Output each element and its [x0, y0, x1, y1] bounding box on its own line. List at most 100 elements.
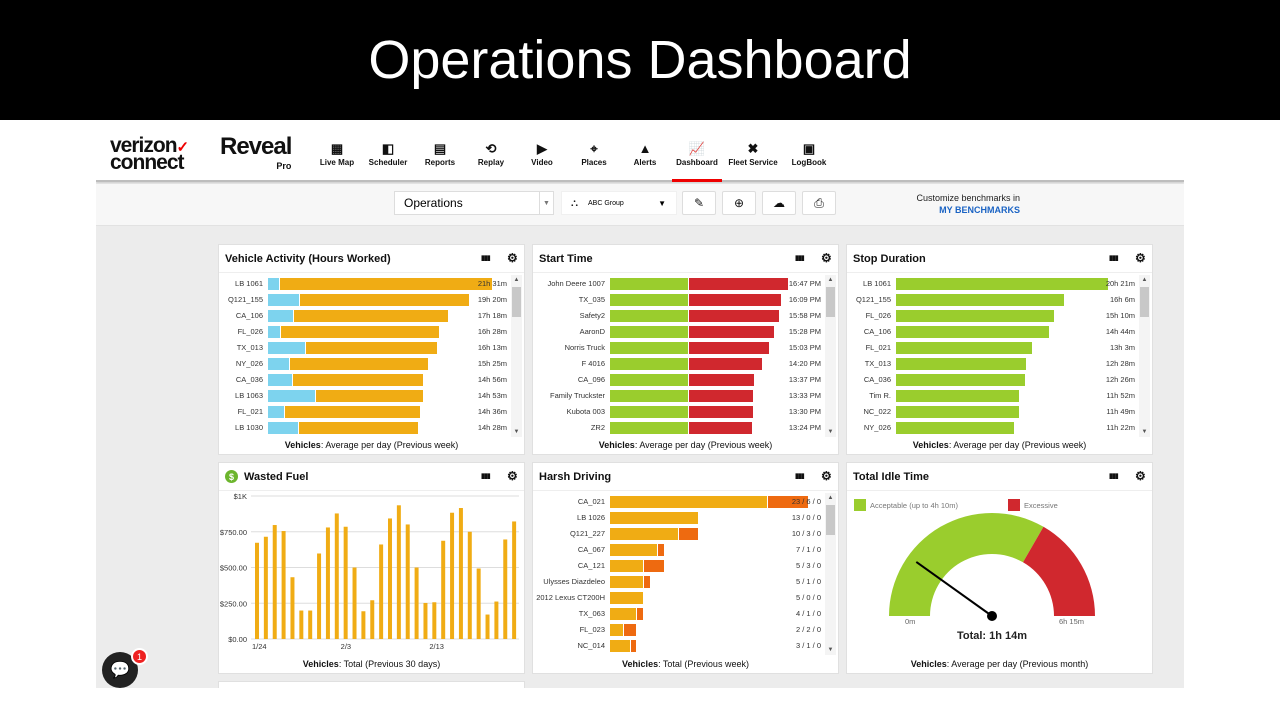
list-item[interactable]: TX_035 16:09 PM: [533, 292, 825, 308]
scroll-down-icon[interactable]: ▼: [513, 429, 520, 435]
list-item[interactable]: CA_106 17h 18m: [219, 308, 511, 324]
scrollbar[interactable]: ▲ ▼: [1139, 275, 1150, 437]
list-item[interactable]: FL_021 14h 36m: [219, 404, 511, 420]
nav-dashboard[interactable]: 📈 Dashboard: [672, 142, 722, 182]
fuel-bar[interactable]: [263, 536, 268, 639]
list-item[interactable]: LB 1026 13 / 0 / 0: [533, 510, 825, 526]
scroll-up-icon[interactable]: ▲: [1141, 277, 1148, 283]
fuel-bar[interactable]: [379, 544, 384, 639]
print-button[interactable]: ⎙: [802, 191, 836, 215]
fuel-bar[interactable]: [334, 513, 339, 639]
fuel-bar[interactable]: [414, 567, 419, 640]
list-item[interactable]: TX_013 16h 13m: [219, 340, 511, 356]
fuel-bar[interactable]: [281, 531, 286, 639]
nav-replay[interactable]: ⟲ Replay: [466, 142, 516, 182]
chart-type-icon[interactable]: ▮▮▮: [481, 473, 491, 480]
list-item[interactable]: Tim R. 11h 52m: [847, 388, 1139, 404]
list-item[interactable]: Q121_227 10 / 3 / 0: [533, 526, 825, 542]
list-item[interactable]: Ulysses Diazdeleo 5 / 1 / 0: [533, 574, 825, 590]
nav-live-map[interactable]: ▦ Live Map: [312, 142, 362, 182]
fuel-bar[interactable]: [388, 518, 392, 639]
fuel-bar[interactable]: [503, 539, 508, 639]
fuel-bar[interactable]: [290, 577, 295, 639]
gear-icon[interactable]: ⚙: [507, 251, 518, 265]
fuel-bar[interactable]: [441, 540, 446, 639]
list-item[interactable]: John Deere 1007 16:47 PM: [533, 276, 825, 292]
list-item[interactable]: TX_063 4 / 1 / 0: [533, 606, 825, 622]
list-item[interactable]: NC_022 11h 49m: [847, 404, 1139, 420]
scroll-thumb[interactable]: [512, 287, 521, 317]
chart-type-icon[interactable]: ▮▮▮: [1109, 473, 1119, 480]
fuel-bar[interactable]: [299, 610, 304, 639]
fuel-bar[interactable]: [325, 527, 330, 639]
fuel-bar[interactable]: [485, 614, 490, 639]
scrollbar[interactable]: ▲ ▼: [825, 275, 836, 437]
edit-button[interactable]: ✎: [682, 191, 716, 215]
fuel-bar[interactable]: [255, 542, 259, 639]
scrollbar[interactable]: ▲ ▼: [511, 275, 522, 437]
list-item[interactable]: Safety2 15:58 PM: [533, 308, 825, 324]
nav-video[interactable]: ▶ Video: [517, 142, 567, 182]
list-item[interactable]: NC_014 3 / 1 / 0: [533, 638, 825, 654]
chart-type-icon[interactable]: ▮▮▮: [795, 255, 805, 262]
scroll-up-icon[interactable]: ▲: [513, 277, 520, 283]
list-item[interactable]: CA_021 23 / 6 / 0: [533, 494, 825, 510]
fuel-bar[interactable]: [317, 553, 322, 639]
gear-icon[interactable]: ⚙: [1135, 469, 1146, 483]
nav-places[interactable]: ⌖ Places: [569, 142, 619, 182]
list-item[interactable]: FL_026 15h 10m: [847, 308, 1139, 324]
list-item[interactable]: NY_026 15h 25m: [219, 356, 511, 372]
fuel-bar[interactable]: [458, 508, 463, 639]
list-item[interactable]: TX_013 12h 28m: [847, 356, 1139, 372]
add-button[interactable]: ⊕: [722, 191, 756, 215]
list-item[interactable]: CA_067 7 / 1 / 0: [533, 542, 825, 558]
fuel-bar[interactable]: [352, 567, 357, 640]
scroll-thumb[interactable]: [826, 287, 835, 317]
fuel-bar[interactable]: [308, 610, 313, 639]
list-item[interactable]: CA_036 14h 56m: [219, 372, 511, 388]
list-item[interactable]: F 4016 14:20 PM: [533, 356, 825, 372]
dashboard-select[interactable]: Operations ▼: [394, 191, 554, 215]
fuel-bar[interactable]: [423, 602, 428, 639]
list-item[interactable]: AaronD 15:28 PM: [533, 324, 825, 340]
fuel-bar[interactable]: [272, 525, 277, 639]
chart-type-icon[interactable]: ▮▮▮: [1109, 255, 1119, 262]
list-item[interactable]: FL_021 13h 3m: [847, 340, 1139, 356]
chart-type-icon[interactable]: ▮▮▮: [481, 255, 491, 262]
scroll-thumb[interactable]: [1140, 287, 1149, 317]
fuel-bar[interactable]: [343, 526, 348, 639]
scroll-up-icon[interactable]: ▲: [827, 277, 834, 283]
fuel-bar[interactable]: [467, 531, 472, 639]
list-item[interactable]: CA_096 13:37 PM: [533, 372, 825, 388]
list-item[interactable]: CA_036 12h 26m: [847, 372, 1139, 388]
scroll-up-icon[interactable]: ▲: [827, 495, 834, 501]
fuel-bar[interactable]: [450, 512, 455, 639]
list-item[interactable]: Q121_155 16h 6m: [847, 292, 1139, 308]
scroll-down-icon[interactable]: ▼: [1141, 429, 1148, 435]
gear-icon[interactable]: ⚙: [507, 469, 518, 483]
scroll-thumb[interactable]: [826, 505, 835, 535]
list-item[interactable]: NY_026 11h 22m: [847, 420, 1139, 436]
list-item[interactable]: LB 1061 21h 31m: [219, 276, 511, 292]
fuel-bar[interactable]: [396, 505, 401, 639]
list-item[interactable]: LB 1063 14h 53m: [219, 388, 511, 404]
fuel-bar[interactable]: [361, 611, 366, 639]
list-item[interactable]: CA_106 14h 44m: [847, 324, 1139, 340]
list-item[interactable]: Q121_155 19h 20m: [219, 292, 511, 308]
fuel-bar[interactable]: [512, 521, 517, 639]
fuel-bar[interactable]: [370, 600, 375, 639]
chart-type-icon[interactable]: ▮▮▮: [795, 473, 805, 480]
fuel-bar[interactable]: [405, 524, 410, 639]
fuel-bar[interactable]: [476, 568, 481, 639]
list-item[interactable]: LB 1061 20h 21m: [847, 276, 1139, 292]
scroll-down-icon[interactable]: ▼: [827, 647, 834, 653]
group-select[interactable]: ⛬ ABC Group ▼: [561, 191, 677, 215]
list-item[interactable]: FL_023 2 / 2 / 0: [533, 622, 825, 638]
fuel-bar[interactable]: [494, 601, 499, 639]
list-item[interactable]: FL_026 16h 28m: [219, 324, 511, 340]
nav-reports[interactable]: ▤ Reports: [415, 142, 465, 182]
list-item[interactable]: ZR2 13:24 PM: [533, 420, 825, 436]
my-benchmarks-link[interactable]: MY BENCHMARKS: [939, 205, 1020, 215]
fuel-bar[interactable]: [432, 602, 437, 639]
nav-fleet-service[interactable]: ✖ Fleet Service: [728, 142, 778, 182]
